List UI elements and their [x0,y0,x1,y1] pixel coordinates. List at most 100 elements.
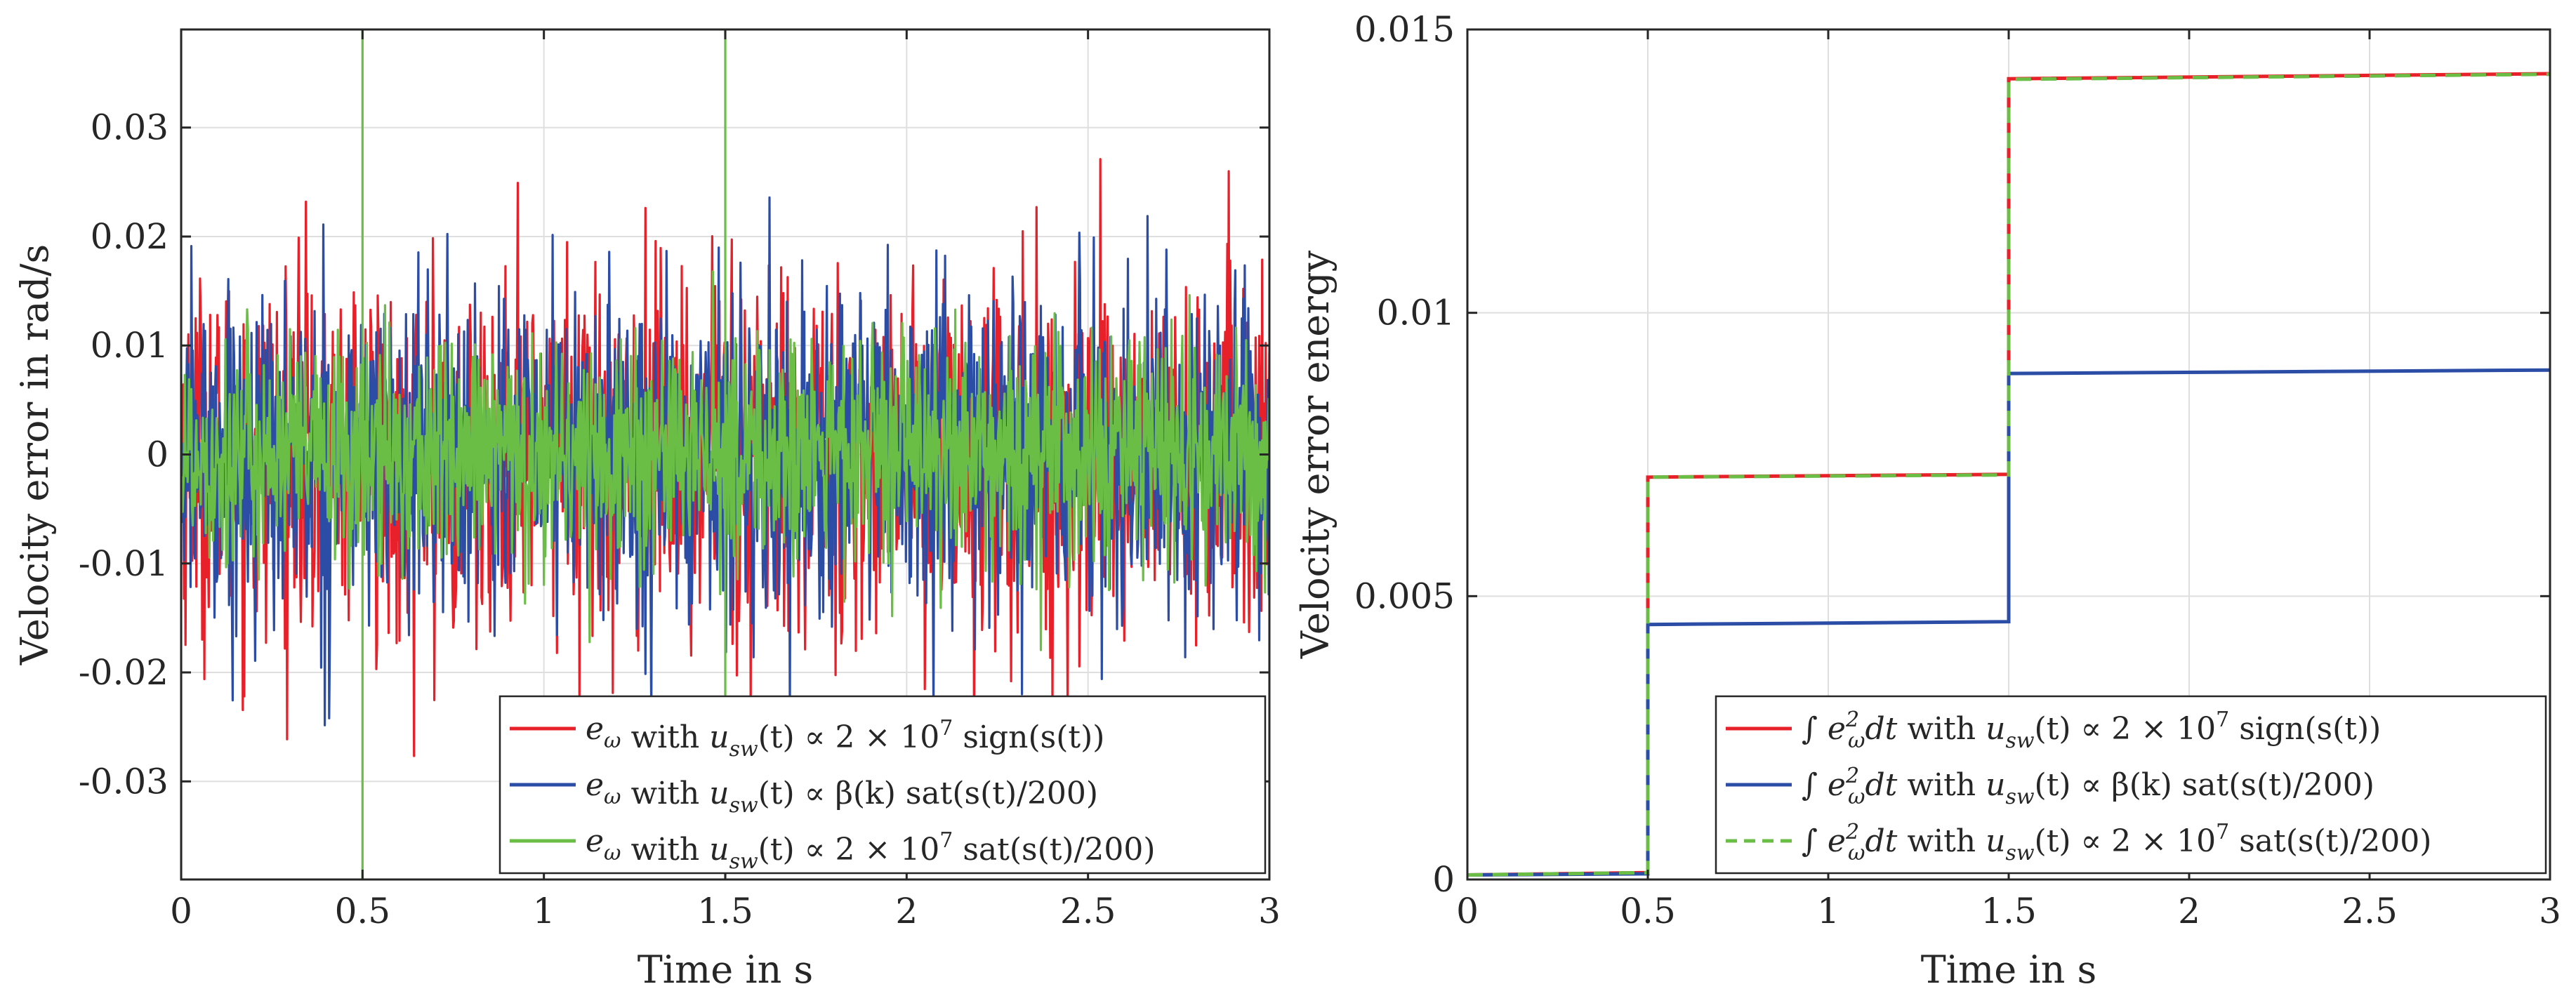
legend-text-part: 7 [939,716,953,741]
x-tick-label: 0.5 [1620,891,1676,931]
legend-text-part: dt [1865,767,1898,803]
legend-text-part: u [709,719,729,755]
legend-text-part: u [1986,711,2005,747]
legend-label-3: ∫ e2 ωdt with usw(t) ∝ 2 × 107 sat(s(t)/2… [1802,820,2431,865]
series-line-2 [1467,368,2550,877]
legend-text-part: with [1897,767,1986,803]
y-tick-label: 0.015 [1354,9,1455,50]
x-axis-label: Time in s [638,948,814,992]
legend-text-part: sign(s(t)) [953,719,1104,755]
legend-text-part: ω [1848,785,1865,809]
y-tick-label: 0.01 [1377,293,1455,333]
y-tick-label: 0.005 [1354,576,1455,616]
legend-label-2: ∫ e2 ωdt with usw(t) ∝ β(k) sat(s(t)/200) [1802,764,2374,809]
legend-text-part: β(k) [835,776,895,811]
legend-text-part: sw [729,737,758,762]
chart-velocity-error-energy: 0 0.5 1 1.5 2 2.5 3 0 0.005 0.01 0.015 Time in s Vel… [1293,9,2561,992]
legend-text-part: β(k) [2111,767,2172,803]
y-tick-label: 0.02 [91,216,169,257]
legend-text-part: 2 × 10 [835,719,939,755]
plot-area [1467,72,2550,877]
legend-text-part: with [1897,711,1986,747]
x-tick-label: 2 [2178,891,2200,931]
x-tick-label: 1.5 [697,891,753,931]
legend-text-part: sw [2005,785,2034,809]
x-tick-label: 2.5 [1060,891,1116,931]
legend-label-1: eω with usw(t) ∝ 2 × 107 sign(s(t)) [586,711,1104,762]
legend-text-part: 2 [1845,708,1859,732]
x-tick-label: 1 [533,891,555,931]
x-tick-label: 0.5 [335,891,391,931]
x-tick-label: 2.5 [2341,891,2398,931]
legend-text-part: u [709,832,729,868]
y-tick-label: 0 [146,434,169,475]
legend-text-part: 7 [2216,820,2229,844]
y-tick-label: 0.01 [91,325,169,366]
legend-text-part: 7 [2216,708,2229,732]
legend-box [498,695,1267,875]
legend-text-part: e [586,823,604,859]
legend-text-part: with [621,832,710,868]
y-tick-label: -0.03 [79,761,169,802]
legend-text-part: ∫ e [1802,823,1846,859]
legend: eω with usw(t) ∝ 2 × 107 sign(s(t))eω wi… [498,695,1267,875]
legend-text-part: (t) ∝ [2035,711,2112,747]
legend-text-part: dt [1865,823,1898,859]
x-tick-label: 0 [170,891,192,931]
legend-text-part: 2 [1845,820,1859,844]
legend-text-part: sat(s(t)/200) [2172,767,2374,803]
legend-text-part: 2 [1845,764,1859,788]
series-line-3 [1467,72,2550,877]
legend-text-part: sw [2005,729,2034,753]
y-tick-label: 0.03 [91,107,169,148]
legend-text-part: 2 × 10 [2111,711,2216,747]
legend-text-part: u [1986,767,2005,803]
legend-label-3: eω with usw(t) ∝ 2 × 107 sat(s(t)/200) [586,823,1156,874]
legend-text-part: sat(s(t)/200) [953,832,1155,868]
legend-text-part: 2 × 10 [2111,823,2216,859]
x-tick-label: 3 [1258,891,1281,931]
x-axis-label: Time in s [1921,948,2097,992]
legend-text-part: sw [2005,841,2034,865]
legend-text-part: u [709,776,729,811]
x-tick-label: 1.5 [1981,891,2037,931]
y-tick-label: -0.01 [79,543,169,584]
legend-text-part: e [586,711,604,747]
legend-text-part: sat(s(t)/200) [896,776,1098,811]
legend-text-part: (t) ∝ [758,719,835,755]
legend-label-1: ∫ e2 ωdt with usw(t) ∝ 2 × 107 sign(s(t)) [1802,708,2381,753]
x-tick-label: 2 [895,891,918,931]
legend: ∫ e2 ωdt with usw(t) ∝ 2 × 107 sign(s(t))… [1715,695,2547,875]
y-axis-label: Velocity error in rad/s [13,244,57,665]
plot-area [181,29,1269,879]
legend-text-part: ∫ e [1802,711,1846,747]
y-tick-label: -0.02 [79,652,169,693]
legend-text-part: sign(s(t)) [2229,711,2381,747]
legend-box [1715,695,2547,875]
x-tick-label: 3 [2539,891,2561,931]
legend-text-part: with [621,719,710,755]
chart-velocity-error: 0 0.5 1 1.5 2 2.5 3 -0.03 -0.02 -0.01 0 0.01 0.02 0.0… [13,28,1281,992]
legend-text-part: ∫ e [1802,767,1846,803]
legend-text-part: ω [604,785,621,809]
x-tick-label: 0 [1456,891,1479,931]
legend-text-part: (t) ∝ [2035,767,2112,803]
legend-text-part: with [1897,823,1986,859]
legend-text-part: 7 [939,828,953,853]
y-axis-label: Velocity error energy [1293,250,1337,659]
legend-text-part: with [621,776,710,811]
legend-text-part: (t) ∝ [758,832,835,868]
legend-text-part: dt [1865,711,1898,747]
y-tick-label: 0 [1432,859,1455,900]
legend-text-part: (t) ∝ [2035,823,2112,859]
legend-text-part: sw [729,793,758,818]
legend-label-2: eω with usw(t) ∝ β(k) sat(s(t)/200) [586,767,1098,818]
legend-text-part: sat(s(t)/200) [2229,823,2431,859]
legend-text-part: ω [1848,729,1865,753]
legend-text-part: ω [604,729,621,753]
legend-text-part: ω [1848,841,1865,865]
x-tick-label: 1 [1817,891,1839,931]
legend-text-part: 2 × 10 [835,832,939,868]
legend-text-part: sw [729,849,758,874]
